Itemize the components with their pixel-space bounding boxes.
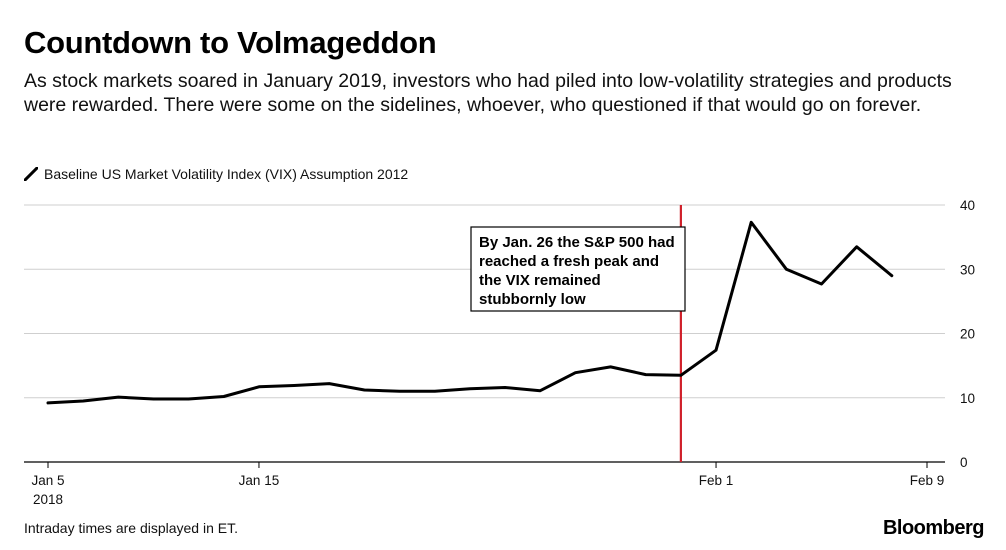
y-tick-label: 20: [960, 327, 975, 342]
legend-label: Baseline US Market Volatility Index (VIX…: [44, 166, 409, 182]
footnote: Intraday times are displayed in ET.: [24, 520, 238, 536]
legend: Baseline US Market Volatility Index (VIX…: [24, 166, 408, 182]
y-tick-label: 30: [960, 262, 975, 277]
bloomberg-logo: Bloomberg: [882, 517, 985, 539]
annotation-text: By Jan. 26 the S&P 500 had reached a fres…: [479, 234, 675, 308]
legend-line-icon: [24, 167, 38, 181]
x-tick-label: Jan 15: [239, 473, 280, 488]
x-tick-label: Feb 1: [699, 473, 734, 488]
x-tick-label: Feb 9: [910, 473, 945, 488]
y-axis: 0 10 20 30 40: [960, 198, 975, 470]
x-tick-label: Jan 5: [31, 473, 64, 488]
series: [46, 220, 894, 405]
y-tick-label: 40: [960, 198, 975, 213]
x-tick-sublabel: 2018: [33, 492, 63, 507]
series-line: [46, 220, 894, 405]
annotation-box: [470, 226, 686, 312]
chart-subtitle: As stock markets soared in January 2019,…: [24, 70, 952, 116]
y-tick-label: 0: [960, 455, 968, 470]
y-tick-label: 10: [960, 391, 975, 406]
chart-title: Countdown to Volmageddon: [24, 25, 437, 60]
annotation: By Jan. 26 the S&P 500 had reached a fres…: [470, 226, 686, 312]
x-axis: Jan 5 2018 Jan 15 Feb 1 Feb 9: [31, 462, 944, 507]
